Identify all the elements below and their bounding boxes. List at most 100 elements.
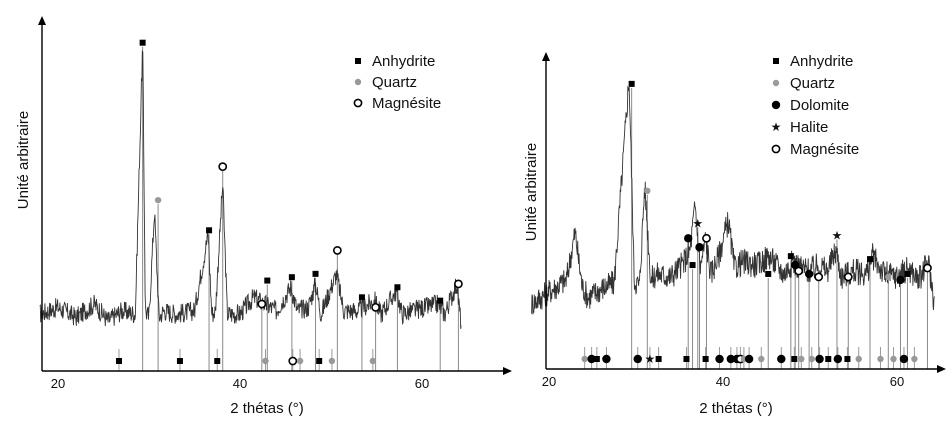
peak-marker [453, 279, 463, 289]
reference-marker [214, 358, 221, 364]
peak-marker [904, 270, 911, 277]
legend-label: Anhydrite [790, 53, 853, 70]
reference-marker [899, 354, 909, 364]
peak-marker [787, 253, 794, 260]
reference-marker [176, 358, 183, 364]
peak-marker [867, 256, 874, 263]
reference-marker [715, 354, 724, 364]
peak-marker [288, 274, 295, 281]
reference-marker [726, 354, 736, 364]
reference-marker [808, 355, 815, 363]
reference-marker [581, 355, 588, 363]
legend-label: Dolomite [790, 97, 849, 114]
peak-marker: ★ [692, 216, 703, 230]
peak-marker [702, 233, 711, 243]
legend-label: Quartz [790, 75, 835, 92]
peak-marker [312, 270, 319, 277]
diffraction-trace [39, 50, 462, 329]
x-axis-label: 2 thétas (°) [699, 400, 773, 417]
reference-marker [791, 356, 798, 362]
legend-label: Anhydrite [372, 53, 435, 70]
peak-marker [885, 273, 892, 281]
peak-marker [394, 284, 401, 291]
peak-marker [437, 297, 444, 304]
reference-marker [825, 356, 832, 362]
peak-marker [804, 269, 814, 279]
reference-marker [633, 354, 642, 364]
reference-marker: ★ [645, 352, 656, 366]
peak-marker [684, 234, 693, 243]
reference-marker [777, 354, 786, 364]
peak-marker [644, 187, 651, 194]
reference-marker [815, 354, 824, 364]
peak-marker [689, 262, 696, 269]
x-tick-label: 60 [415, 376, 429, 391]
y-axis-arrow [542, 52, 550, 61]
peak-marker [628, 80, 635, 87]
x-tick-label: 20 [542, 374, 556, 389]
reference-marker [587, 354, 596, 364]
y-axis-arrow [38, 16, 46, 25]
reference-marker [683, 356, 690, 362]
reference-marker [369, 357, 377, 365]
reference-marker [844, 356, 851, 362]
reference-marker [758, 355, 765, 363]
x-axis-arrow [503, 367, 512, 375]
legend-label: Magnésite [372, 95, 441, 112]
peak-marker [206, 227, 213, 234]
peak-marker [896, 275, 905, 285]
peak-marker [257, 299, 267, 309]
reference-marker [602, 354, 611, 364]
reference-marker [833, 354, 843, 364]
reference-marker [890, 355, 897, 363]
reference-marker [798, 355, 805, 363]
reference-marker [911, 355, 918, 363]
legend-label: Halite [790, 119, 828, 136]
peak-marker: ★ [832, 228, 843, 242]
y-axis-label: Unité arbitraire [15, 111, 32, 209]
peak-marker [139, 39, 146, 46]
peak-marker [814, 272, 824, 282]
reference-marker [744, 354, 754, 364]
diffraction-trace [531, 85, 935, 315]
x-axis-label: 2 thétas (°) [230, 400, 304, 417]
legend-label: Quartz [372, 74, 417, 91]
reference-marker [855, 355, 862, 363]
reference-marker [702, 356, 709, 362]
x-tick-label: 40 [233, 376, 247, 391]
legend-marker [354, 78, 362, 86]
x-tick-label: 60 [890, 374, 904, 389]
peak-marker [332, 245, 342, 255]
legend-marker: ★ [771, 120, 782, 134]
peak-marker [371, 302, 380, 312]
peak-marker [794, 266, 804, 276]
xrd-panel-right: ★ ★ ★ 20 40 60 2 thétas (°) Unité arbitraire Anh… [523, 52, 946, 417]
legend-marker [355, 58, 361, 64]
legend-marker [772, 79, 780, 87]
reference-marker [296, 357, 304, 365]
peak-marker [843, 272, 853, 282]
reference-marker [316, 358, 323, 364]
y-axis-label: Unité arbitraire [523, 143, 540, 241]
peak-marker [765, 270, 772, 277]
x-tick-label: 20 [51, 376, 65, 391]
peak-marker [923, 263, 932, 273]
legend-marker [353, 98, 363, 108]
x-axis-arrow [937, 365, 946, 373]
legend-marker [771, 144, 781, 154]
peak-marker [695, 243, 704, 252]
legend-marker [771, 100, 781, 110]
reference-marker [877, 355, 884, 363]
peak-marker [218, 162, 228, 172]
x-tick-label: 40 [716, 374, 730, 389]
reference-marker [115, 358, 122, 364]
peak-marker [358, 294, 365, 301]
peak-marker [154, 196, 162, 204]
reference-marker [328, 357, 336, 365]
reference-marker [593, 356, 600, 362]
reference-marker [288, 356, 298, 366]
legend-label: Magnésite [790, 141, 859, 158]
peak-marker [264, 277, 271, 284]
reference-marker [655, 356, 662, 362]
